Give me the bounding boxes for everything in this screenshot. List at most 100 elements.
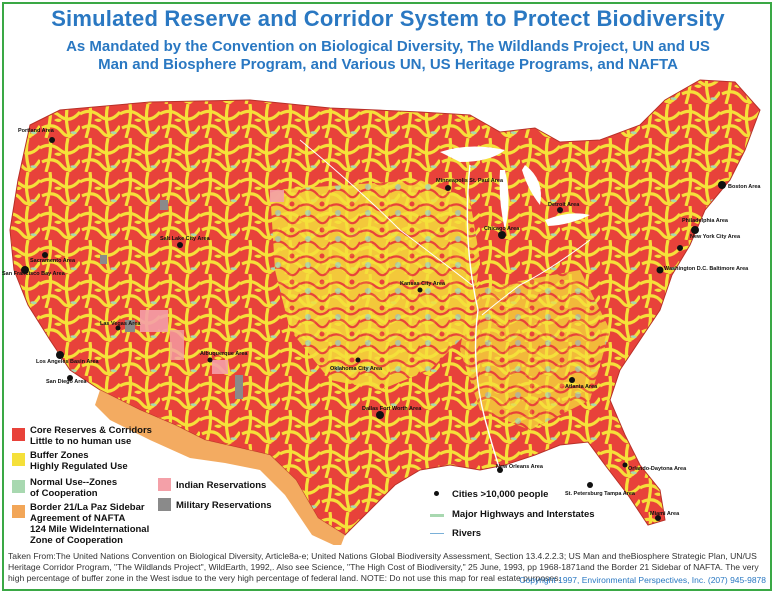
city-label-orlando: Orlando-Daytona Area — [628, 466, 687, 472]
ohio-river — [481, 239, 591, 316]
city-dot — [207, 357, 213, 363]
city-label-newyork: New York City Area — [690, 234, 741, 240]
legend-military: Military Reservations — [176, 500, 272, 511]
legend-buffer-line-2: Highly Regulated Use — [30, 461, 128, 472]
city-dot — [376, 411, 384, 419]
legend-swatch-indian — [158, 478, 171, 491]
city-dot — [355, 357, 361, 363]
city-dot — [718, 181, 726, 189]
city-label-saltlake: Salt Lake City Area — [160, 236, 211, 242]
lake-michigan — [499, 170, 509, 230]
mississippi-river — [466, 164, 501, 471]
indian-reservation — [140, 310, 168, 332]
city-label-philadelphia: Philadelphia Area — [682, 218, 729, 224]
city-label-sandiego: San Diego Area — [46, 379, 87, 385]
city-label-oklahoma: Oklahoma City Area — [330, 366, 383, 372]
legend-normal: Normal Use--Zones of Cooperation — [30, 477, 117, 499]
city-label-boston: Boston Area — [728, 184, 761, 190]
legend-border-line-1: Border 21/La Paz Sidebar — [30, 502, 145, 513]
indian-reservation — [270, 190, 284, 202]
city-dot — [49, 137, 55, 143]
legend-border-line-4: Zone of Cooperation — [30, 535, 123, 546]
city-label-losangeles: Los Angeles Basin Area — [36, 359, 99, 365]
city-label-stpetersburg: St. Petersburg Tampa Area — [565, 491, 636, 497]
city-dot — [497, 467, 503, 473]
city-dot — [67, 375, 73, 381]
us-map: Portland Area Sacramento Area San Franci… — [2, 79, 761, 545]
border-zone — [95, 390, 345, 545]
legend-swatch-border — [12, 505, 25, 518]
legend-buffer-line-1: Buffer Zones — [30, 450, 89, 461]
city-dot — [677, 245, 683, 251]
legend-swatch-buffer — [12, 453, 25, 466]
city-label-dallas: Dallas Fort Worth Area — [362, 406, 422, 412]
legend-indian: Indian Reservations — [176, 480, 267, 491]
city-label-albuquerque: Albuquerque Area — [200, 351, 248, 357]
legend-cities: Cities >10,000 people — [452, 489, 549, 500]
legend-core: Core Reserves & Corridors Little to no h… — [30, 425, 152, 447]
city-dot — [417, 287, 423, 293]
legend-highways: Major Highways and Interstates — [452, 509, 595, 520]
legend-swatch-core — [12, 428, 25, 441]
city-dot — [445, 185, 451, 191]
city-dot — [655, 515, 661, 521]
legend-city-icon — [434, 491, 439, 496]
city-dot — [569, 377, 575, 383]
military-reservation — [100, 255, 107, 264]
city-dot — [177, 242, 183, 248]
indian-reservation — [212, 360, 228, 374]
map-title: Simulated Reserve and Corridor System to… — [51, 6, 725, 31]
city-label-atlanta: Atlanta Area — [565, 384, 598, 390]
city-label-neworleans: New Orleans Area — [496, 464, 544, 470]
lake-huron — [522, 165, 541, 205]
city-dot — [557, 207, 563, 213]
missouri-river — [299, 139, 473, 286]
city-dot — [115, 325, 121, 331]
legend-normal-line-1: Normal Use--Zones — [30, 477, 118, 488]
city-dot — [498, 231, 506, 239]
subtitle-line-1: As Mandated by the Convention on Biologi… — [66, 38, 710, 55]
city-dot — [587, 482, 593, 488]
subtitle-line-2: Man and Biosphere Program, and Various U… — [98, 56, 678, 73]
legend-normal-line-2: of Cooperation — [30, 488, 98, 499]
legend-border-line-3: 124 Mile WideInternational — [30, 524, 150, 535]
legend-swatch-military — [158, 498, 171, 511]
military-reservation — [125, 320, 135, 332]
city-label-chicago: Chicago Area — [484, 226, 520, 232]
indian-reservation — [170, 330, 184, 360]
legend-buffer: Buffer Zones Highly Regulated Use — [30, 450, 128, 472]
lake-erie — [545, 213, 590, 226]
buffer-band-east — [460, 270, 610, 430]
legend-border-line-2: Agreement of NAFTA — [30, 513, 126, 524]
city-dot — [656, 266, 664, 274]
city-label-sanfrancisco: San Francisco Bay Area — [2, 271, 66, 277]
legend-core-line-2: Little to no human use — [30, 436, 132, 447]
city-label-sacramento: Sacramento Area — [30, 258, 76, 264]
legend-highway-icon — [430, 514, 444, 517]
lake-superior — [440, 146, 505, 162]
legend-border: Border 21/La Paz Sidebar Agreement of NA… — [30, 502, 149, 546]
military-reservation — [160, 200, 168, 210]
city-label-detroit: Detroit Area — [548, 202, 580, 208]
city-markers — [21, 137, 726, 521]
city-label-kansascity: Kansas City Area — [400, 281, 446, 287]
legend-river-icon — [430, 533, 444, 534]
map-subtitle: As Mandated by the Convention on Biologi… — [0, 38, 776, 74]
military-reservation — [235, 375, 243, 399]
buffer-band — [270, 180, 480, 390]
city-dot — [42, 252, 48, 258]
city-dot — [622, 462, 628, 468]
city-dot — [21, 266, 29, 274]
city-label-portland: Portland Area — [18, 128, 55, 134]
city-label-minneapolis: Minneapolis St. Paul Area — [436, 178, 504, 184]
city-label-lasvegas: Las Vegas Area — [100, 321, 141, 327]
legend-swatch-normal — [12, 480, 25, 493]
city-label-miami: Miami Area — [650, 511, 680, 517]
source-footnote: Taken From:The United Nations Convention… — [8, 551, 759, 583]
city-dot — [691, 226, 699, 234]
city-label-washington: Washington D.C. Baltimore Area — [664, 266, 749, 272]
copyright: Copyright 1997, Environmental Perspectiv… — [519, 575, 766, 585]
city-dot — [56, 351, 64, 359]
legend-core-line-1: Core Reserves & Corridors — [30, 425, 152, 436]
legend-rivers: Rivers — [452, 528, 482, 539]
